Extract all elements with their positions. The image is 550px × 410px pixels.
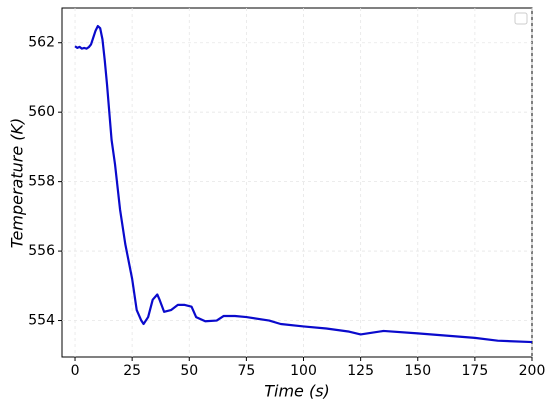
y-tick-label: 562 bbox=[28, 35, 55, 51]
x-tick-label: 25 bbox=[123, 363, 141, 379]
y-tick-label: 556 bbox=[28, 243, 55, 259]
x-tick-label: 100 bbox=[290, 363, 317, 379]
x-tick-label: 150 bbox=[404, 363, 431, 379]
y-axis-label: Temperature (K) bbox=[8, 118, 27, 249]
x-tick-label: 175 bbox=[462, 363, 489, 379]
y-tick-label: 558 bbox=[28, 174, 55, 190]
x-tick-label: 75 bbox=[237, 363, 255, 379]
x-tick-label: 200 bbox=[519, 363, 546, 379]
y-tick-label: 560 bbox=[28, 104, 55, 120]
x-tick-label: 50 bbox=[180, 363, 198, 379]
line-series bbox=[74, 24, 533, 344]
y-tick-label: 554 bbox=[28, 313, 55, 329]
legend-box bbox=[514, 12, 528, 25]
x-axis-label: Time (s) bbox=[264, 382, 330, 401]
x-tick-label: 125 bbox=[347, 363, 374, 379]
x-tick-label: 0 bbox=[71, 363, 80, 379]
